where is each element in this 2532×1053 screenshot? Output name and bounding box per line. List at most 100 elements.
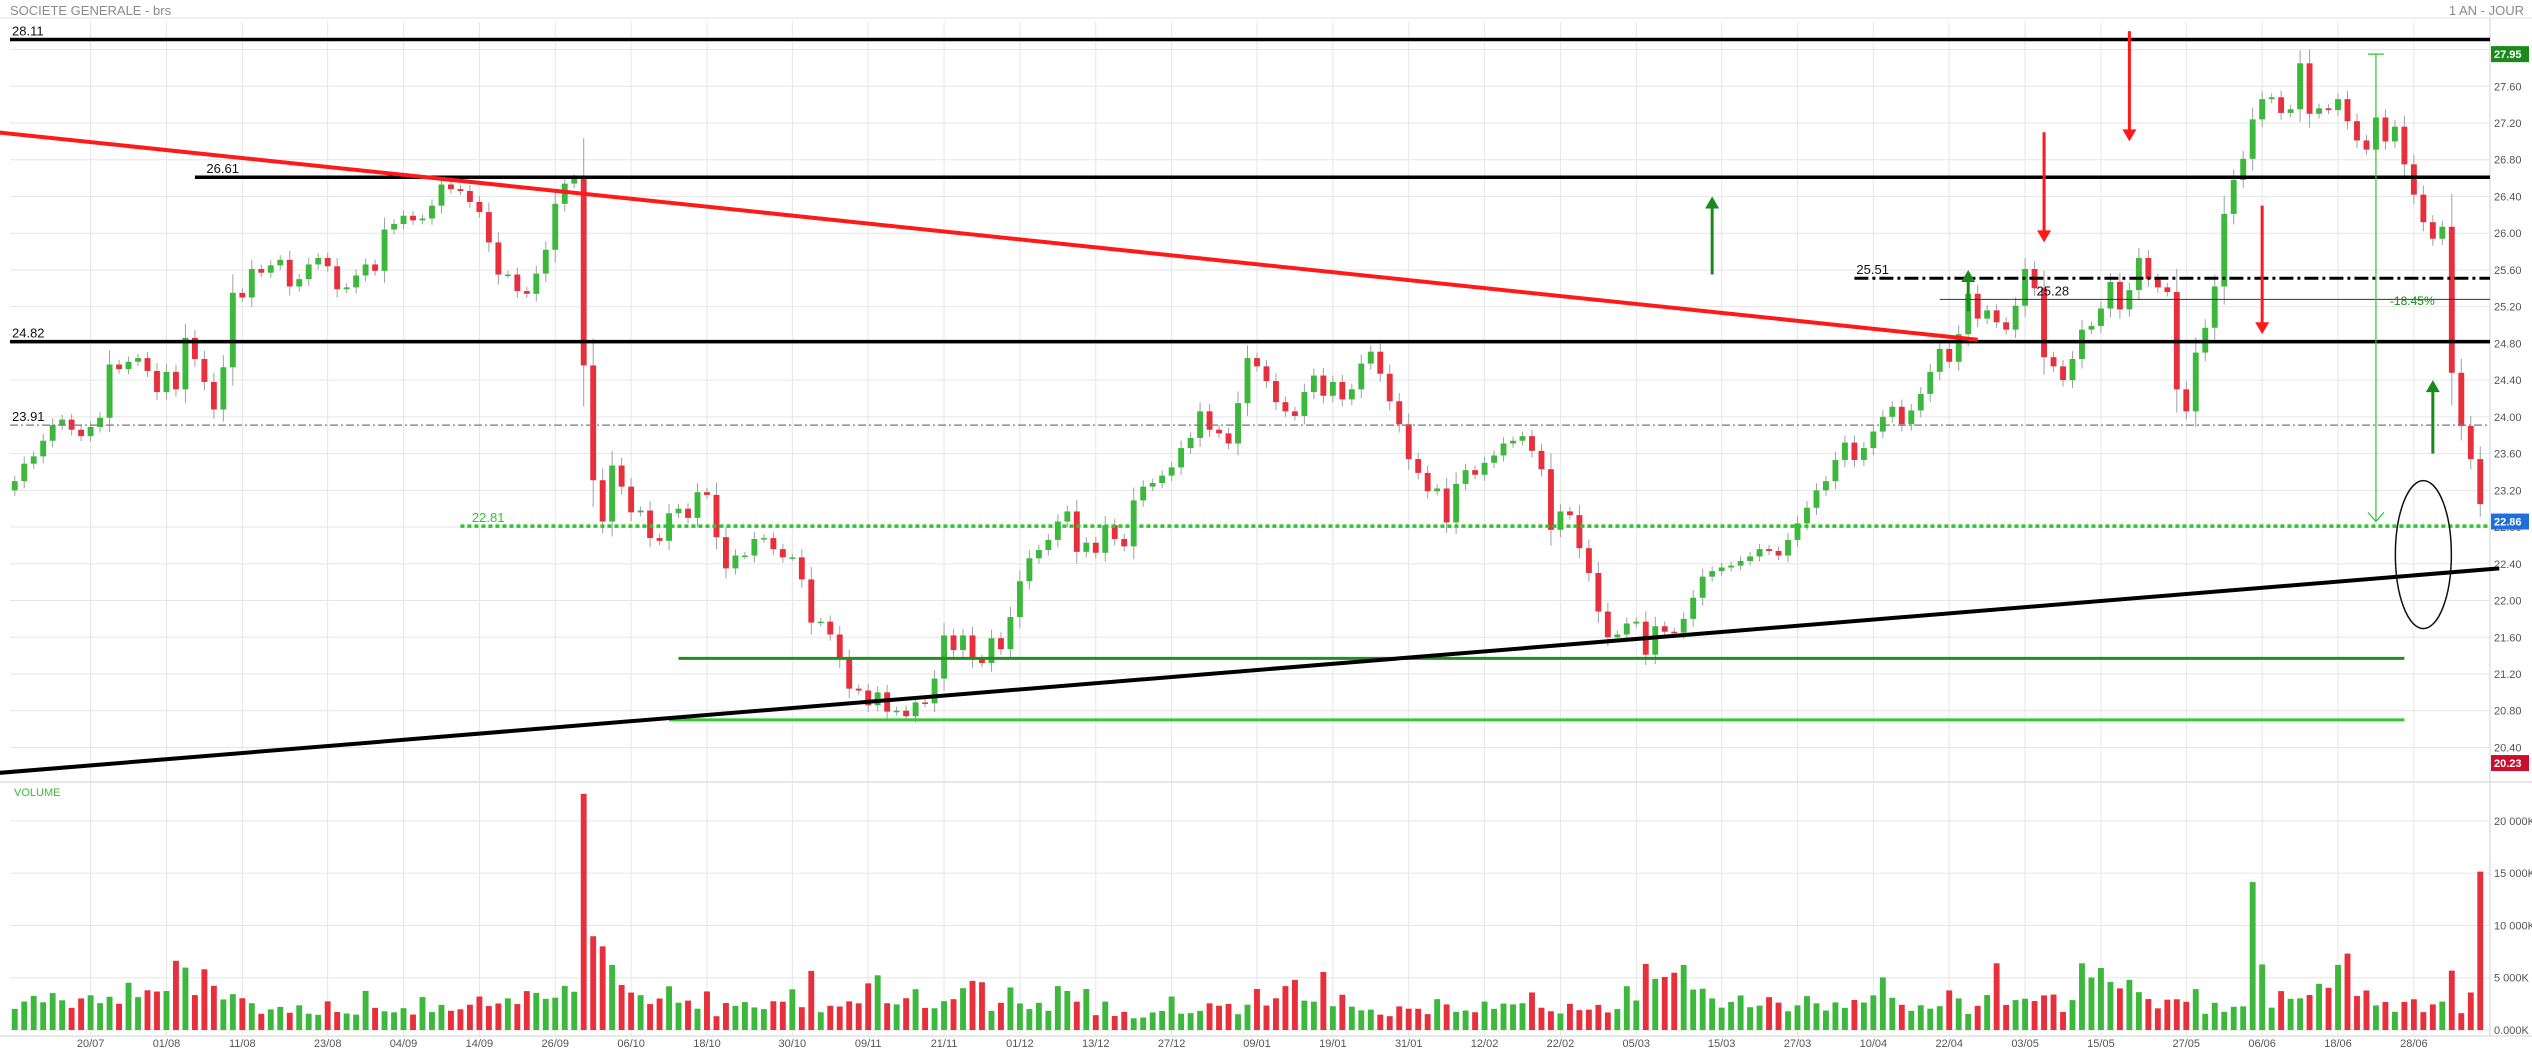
volume-bar xyxy=(1860,1002,1867,1030)
volume-bar xyxy=(609,964,616,1030)
volume-bar xyxy=(561,985,568,1030)
price-tick-label: 27.20 xyxy=(2494,118,2522,130)
candle-body xyxy=(789,557,796,559)
volume-bar xyxy=(1358,1010,1365,1030)
green-up-arrow-head xyxy=(2425,380,2440,393)
volume-bar xyxy=(1766,997,1772,1030)
candle-body xyxy=(1785,539,1791,556)
candle-body xyxy=(362,264,369,276)
candle-body xyxy=(1984,310,1991,319)
volume-bar xyxy=(1054,986,1061,1030)
candle-body xyxy=(144,358,151,371)
volume-bar xyxy=(1291,979,1298,1030)
level-label: 23.91 xyxy=(12,409,45,424)
volume-bar xyxy=(2297,998,2304,1030)
candle-body xyxy=(2211,286,2218,328)
candle-body xyxy=(751,538,758,556)
candle-body xyxy=(1396,401,1403,425)
volume-bar xyxy=(2183,1001,2190,1030)
volume-bar xyxy=(1244,1004,1251,1030)
volume-bar xyxy=(741,1002,748,1030)
time-tick-label: 18/06 xyxy=(2324,1038,2352,1050)
time-tick-label: 28/06 xyxy=(2400,1038,2428,1050)
candle-body xyxy=(1690,597,1697,619)
candle-body xyxy=(1661,626,1668,632)
candle-body xyxy=(2088,325,2095,330)
price-tick-label: 22.00 xyxy=(2494,596,2522,608)
volume-bar xyxy=(1121,1011,1128,1030)
volume-bar xyxy=(1775,1002,1782,1030)
candle-body xyxy=(1860,448,1867,461)
candle-body xyxy=(2012,305,2019,330)
volume-bar xyxy=(846,1001,853,1030)
candle-body xyxy=(1614,634,1621,638)
volume-bar xyxy=(2098,968,2104,1030)
volume-bar xyxy=(2306,994,2313,1030)
volume-bar xyxy=(1756,1005,1763,1030)
candle-body xyxy=(1358,363,1365,390)
candle-body xyxy=(286,259,293,287)
candle-body xyxy=(2003,322,2010,330)
price-tick-label: 23.60 xyxy=(2494,449,2522,461)
volume-bar xyxy=(893,1004,900,1030)
volume-bar xyxy=(2259,964,2266,1030)
candle-body xyxy=(1273,381,1279,403)
period-selector[interactable]: 1 AN - JOUR xyxy=(2448,3,2524,18)
volume-bars xyxy=(11,793,2484,1030)
volume-bar xyxy=(533,992,540,1030)
volume-bar xyxy=(2373,1005,2379,1030)
volume-bar xyxy=(2012,1000,2019,1030)
volume-bar xyxy=(808,970,815,1030)
candle-body xyxy=(1035,550,1042,559)
volume-bar xyxy=(2344,953,2351,1030)
candle-body xyxy=(666,513,672,541)
candle-body xyxy=(305,264,312,280)
volume-bar xyxy=(504,998,511,1030)
volume-bar xyxy=(1092,1015,1099,1030)
candle-body xyxy=(1291,411,1298,416)
candle-body xyxy=(1367,351,1374,364)
price-tick-label: 26.80 xyxy=(2494,155,2522,167)
volume-bar xyxy=(1035,1002,1042,1030)
candle-body xyxy=(2354,121,2360,141)
price-tick-label: 25.20 xyxy=(2494,302,2522,314)
volume-bar xyxy=(704,991,710,1030)
price-tick-label: 23.20 xyxy=(2494,485,2522,497)
volume-bar xyxy=(675,1002,682,1030)
time-tick-label: 27/12 xyxy=(1158,1038,1186,1050)
red-downtrend-line xyxy=(0,130,1978,342)
volume-bar xyxy=(817,1012,824,1030)
volume-bar xyxy=(1159,1010,1166,1030)
candle-body xyxy=(68,419,75,430)
volume-bar xyxy=(2363,990,2370,1030)
time-tick-label: 03/05 xyxy=(2011,1038,2039,1050)
volume-bar xyxy=(1851,999,1858,1030)
volume-bar xyxy=(1073,1001,1080,1030)
volume-bar xyxy=(1737,995,1744,1030)
candle-body xyxy=(1301,392,1308,416)
volume-bar xyxy=(429,1012,435,1030)
volume-bar xyxy=(1908,1010,1915,1030)
price-badge xyxy=(2491,513,2529,530)
volume-bar xyxy=(324,1001,331,1030)
candle-body xyxy=(2249,119,2256,159)
volume-bar xyxy=(1585,1009,1592,1030)
candle-body xyxy=(2050,357,2057,367)
volume-bar xyxy=(751,1007,758,1030)
candle-body xyxy=(87,426,94,437)
volume-bar xyxy=(2230,1006,2237,1030)
volume-bar xyxy=(125,982,132,1030)
volume-bar xyxy=(2164,999,2171,1030)
candle-body xyxy=(1235,403,1241,444)
volume-bar xyxy=(1329,1006,1336,1030)
volume-bar xyxy=(2107,982,2114,1030)
candle-body xyxy=(675,508,682,514)
candle-body xyxy=(2363,140,2370,150)
candle-body xyxy=(1841,442,1848,461)
candle-body xyxy=(1462,470,1469,484)
volume-bar xyxy=(2391,1011,2398,1030)
candle-body xyxy=(2145,258,2152,280)
candle-body xyxy=(704,492,710,495)
candle-body xyxy=(2429,222,2436,239)
